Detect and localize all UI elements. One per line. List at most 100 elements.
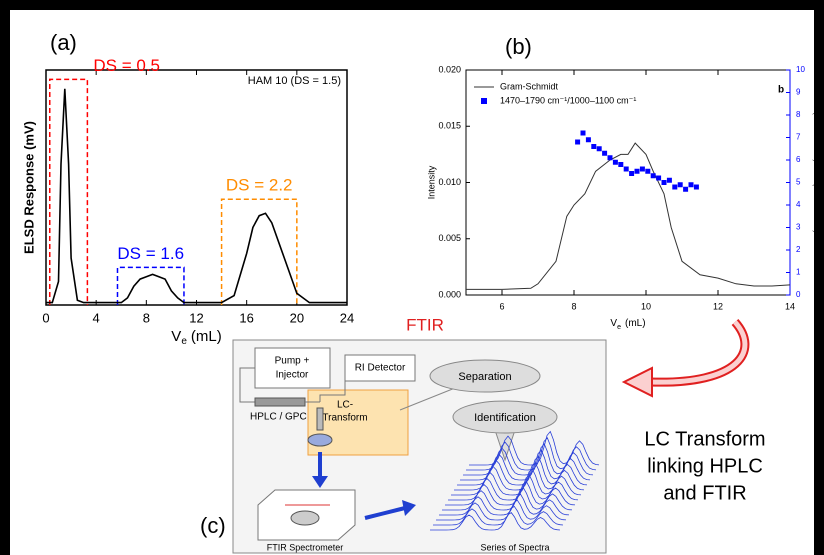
data-point <box>602 150 608 156</box>
spectrum <box>439 493 570 516</box>
x-tick-label: 14 <box>785 301 795 311</box>
y2-tick-label: 6 <box>796 155 801 164</box>
data-point <box>585 137 591 143</box>
link-arrow <box>621 366 653 398</box>
spectrum <box>433 505 564 526</box>
ds-label: DS = 0.5 <box>93 56 160 75</box>
ds-label: DS = 2.2 <box>226 176 293 195</box>
link-arrow <box>649 320 748 385</box>
panel-title: (b) <box>505 34 532 59</box>
wire <box>319 381 346 402</box>
data-point <box>683 186 689 192</box>
caption: and FTIR <box>663 482 746 504</box>
separation-label: Separation <box>458 371 511 383</box>
y-tick-label: 0.015 <box>438 121 461 131</box>
spectrum <box>469 430 600 466</box>
spectrum <box>445 480 576 506</box>
data-point <box>629 171 635 176</box>
y2-tick-label: 0 <box>796 290 801 299</box>
spectrum <box>436 499 567 521</box>
flow-arrow <box>364 506 406 520</box>
data-point <box>580 130 586 136</box>
y2-axis-label: /Area <box>815 161 824 185</box>
data-point <box>634 168 640 174</box>
ds-label: DS = 1.6 <box>117 244 184 263</box>
legend-swatch <box>481 98 487 104</box>
wire <box>239 367 255 403</box>
x-tick-label: 4 <box>93 310 100 325</box>
x-tick-label: 10 <box>641 301 651 311</box>
x-tick-label: 20 <box>290 310 304 325</box>
detector-label: RI Detector <box>355 363 406 374</box>
data-line <box>46 88 347 304</box>
callout <box>429 359 541 393</box>
y2-tick-label: 9 <box>796 88 801 97</box>
x-axis-label: V <box>171 328 181 345</box>
x-axis-label: Ve (mL) <box>171 328 221 347</box>
data-point <box>645 168 651 174</box>
spectrum <box>451 468 582 496</box>
y2-axis-label: Area(1470–1790 cm⁻¹)/Area(1000–1100 cm⁻¹… <box>812 93 824 233</box>
x-axis-label: (mL) <box>625 318 646 329</box>
ds-box <box>220 198 298 305</box>
disk <box>307 433 333 447</box>
charts: 0 4 8 12 16 20 24(a)Ve (mL)ELSD Response (mV)HA… <box>21 30 824 347</box>
data-point <box>688 182 694 188</box>
y2-tick-label: 2 <box>796 245 801 254</box>
spectrometer-label: FTIR Spectrometer <box>267 542 344 552</box>
lc-label: LC- <box>337 400 353 411</box>
data-point <box>661 180 667 185</box>
spectrum <box>442 487 573 511</box>
lc-label: Transform <box>322 413 367 424</box>
y2-tick-label: 4 <box>796 200 801 209</box>
flow-arrow <box>402 500 416 516</box>
x-tick-label: 8 <box>571 301 576 311</box>
data-point <box>612 159 618 165</box>
x-axis-label: (mL) <box>191 328 222 345</box>
x-tick-label: 6 <box>499 301 504 311</box>
note: HAM 10 (DS = 1.5) <box>248 75 341 87</box>
data-point <box>677 182 683 188</box>
caption: linking HPLC <box>647 455 763 477</box>
x-axis-label: e <box>617 324 621 331</box>
data-line <box>466 142 791 290</box>
spectra-plot <box>430 430 600 531</box>
y2-axis-label: (1000–1100 cm⁻¹) <box>812 184 818 232</box>
identification-label: Identification <box>474 412 536 424</box>
y-tick-label: 0.000 <box>438 289 461 299</box>
detector-box <box>344 354 416 382</box>
x-axis-label: Ve (mL) <box>610 318 645 331</box>
data-point <box>623 166 629 172</box>
x-axis-label: e <box>181 336 187 347</box>
data-point <box>656 175 662 181</box>
chart: 0 4 8 12 16 20 24 (a) Ve (mL) ELSD Response (mV) HA… <box>21 30 354 347</box>
x-tick-label: 8 <box>143 310 150 325</box>
y-tick-label: 0.005 <box>438 233 461 243</box>
legend-label: Gram-Schmidt <box>500 81 559 91</box>
y2-tick-label: 7 <box>796 133 801 142</box>
data-point <box>607 155 613 161</box>
y2-tick-label: 8 <box>796 110 801 119</box>
y2-tick-label: 5 <box>796 178 801 187</box>
ds-box <box>116 266 185 305</box>
spectra-label: Series of Spectra <box>480 542 549 552</box>
ftir-heading: FTIR <box>406 315 444 334</box>
disk <box>290 510 320 526</box>
x-axis-label: V <box>610 318 617 329</box>
x-tick-label: 16 <box>239 310 253 325</box>
y-axis-label: ELSD Response (mV) <box>21 121 36 254</box>
spectrum <box>448 474 579 501</box>
x-tick-label: 0 <box>42 310 49 325</box>
panel-label: (c) <box>200 513 226 538</box>
x-tick-label: 12 <box>713 301 723 311</box>
data-point <box>596 146 602 152</box>
data-point <box>591 144 597 149</box>
pump-label: Injector <box>276 370 309 381</box>
corner-label: b <box>778 85 784 96</box>
panel-title: (a) <box>50 30 77 55</box>
column <box>254 397 306 407</box>
chart: 6 8 10 12 140.0000.0050.0100.0150.0200123456… <box>426 34 824 331</box>
data-point <box>575 139 581 145</box>
x-tick-label: 12 <box>189 310 203 325</box>
